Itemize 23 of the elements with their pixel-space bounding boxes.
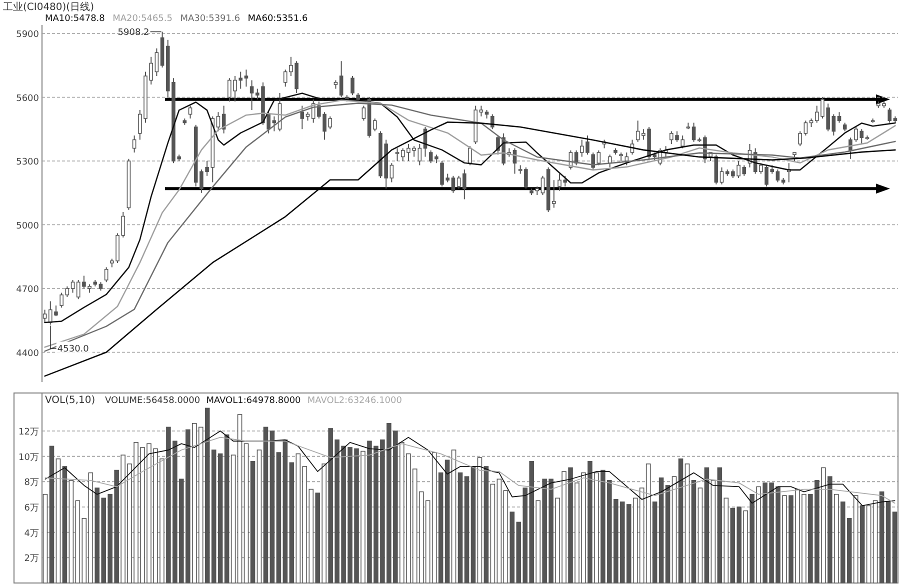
y-tick-label: 4400 xyxy=(16,348,40,359)
text: MAVOL2:63246.1000 xyxy=(307,396,402,406)
y-tick-label: 8万 xyxy=(24,478,39,488)
y-tick-label: 5000 xyxy=(16,221,40,232)
series-label: VOLUME:56458.0000 xyxy=(105,396,200,406)
y-tick-label: 4700 xyxy=(16,285,40,295)
chart-title: 工业(CI0480)(日线) xyxy=(3,1,94,13)
y-tick-label: 5900 xyxy=(16,30,40,40)
y-tick-label: 10万 xyxy=(18,452,39,463)
annotation: 4530.0 xyxy=(57,344,90,355)
y-tick-label: 5300 xyxy=(16,158,40,168)
annotation: 5908.2 xyxy=(118,28,150,38)
y-tick-label: 4万 xyxy=(24,528,39,539)
text: MAVOL1:64978.8000 xyxy=(206,396,302,406)
y-tick-label: 12万 xyxy=(18,428,39,438)
y-tick-label: 6万 xyxy=(24,504,39,514)
text: MA60:5351.6 xyxy=(248,14,308,24)
y-tick-label: 2万 xyxy=(24,554,39,564)
text: MA30:5391.6 xyxy=(180,14,240,24)
y-tick-label: 5600 xyxy=(16,94,40,104)
text: MA20:5465.5 xyxy=(112,14,173,24)
chart-title: VOL(5,10) xyxy=(45,395,96,406)
text: MA10:5478.8 xyxy=(45,14,106,24)
